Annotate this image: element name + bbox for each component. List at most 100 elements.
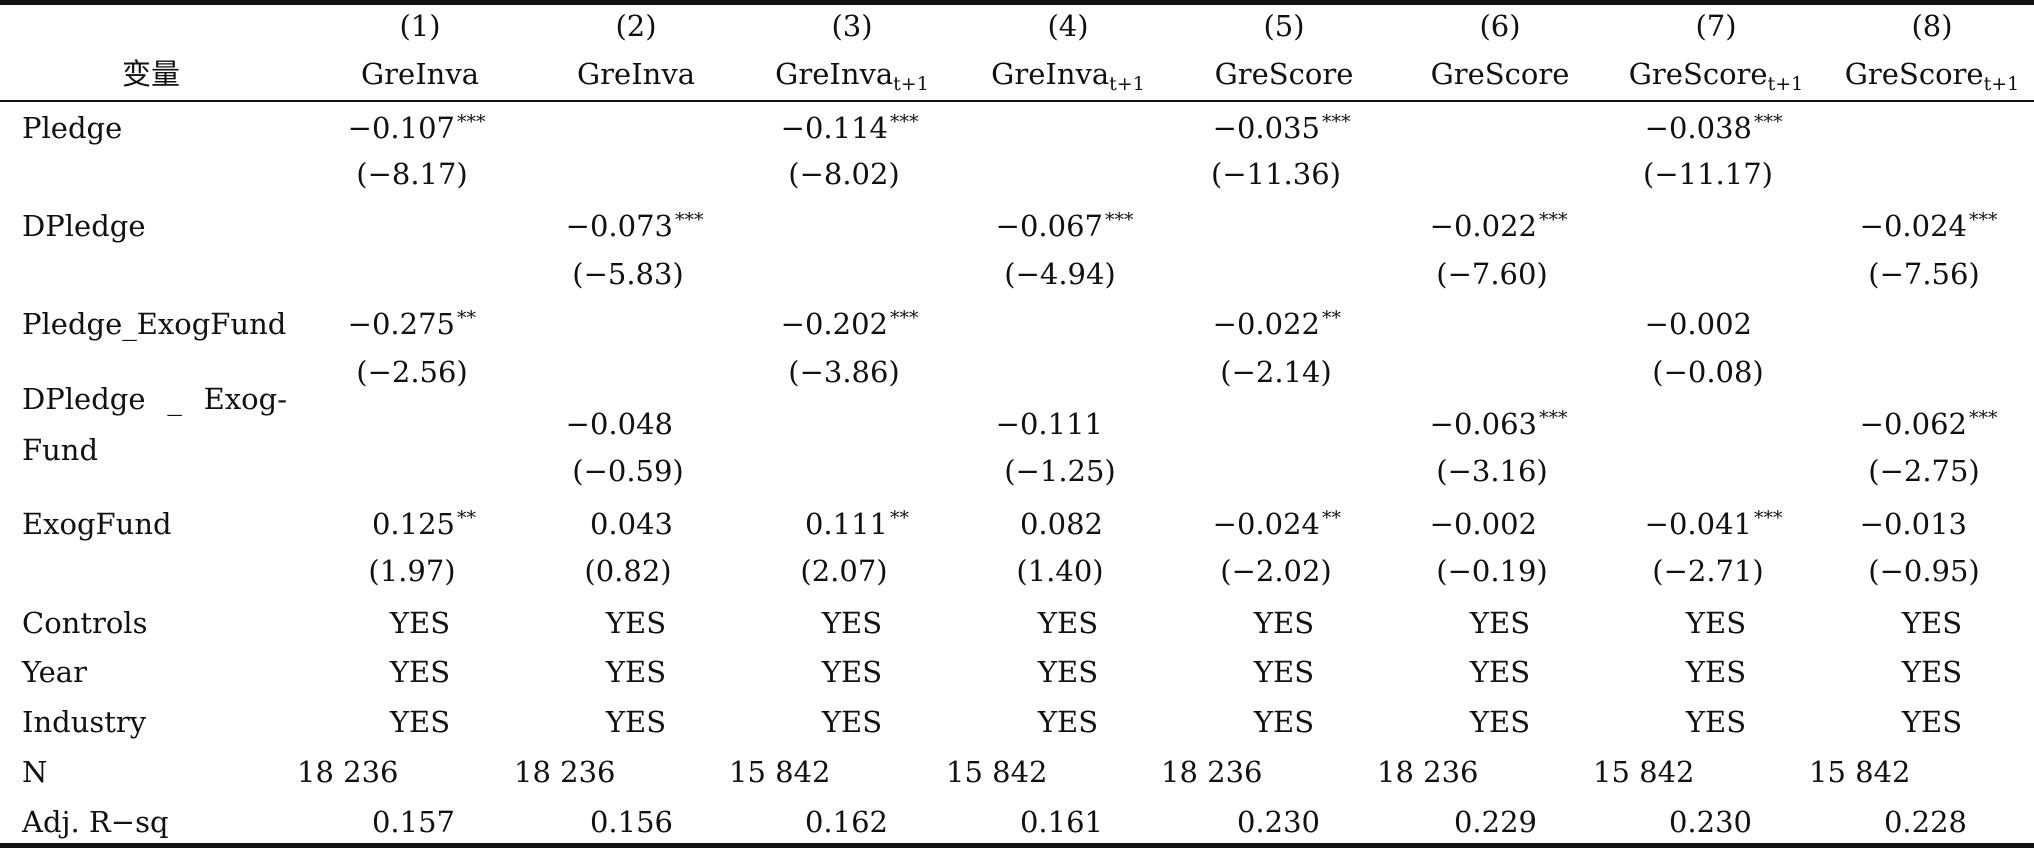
coefficient-cell: −0.111 — [996, 408, 1139, 440]
fixed-effect-indicator: YES — [389, 655, 451, 689]
dep-var-subscript: t+1 — [893, 73, 929, 95]
dependent-variable-header: GreInva — [315, 58, 525, 90]
row-label: Industry — [22, 705, 147, 739]
coefficient-value: −0.073 — [565, 209, 673, 243]
coefficient-cell: −0.202 *** — [780, 307, 919, 341]
column-number: (6) — [1479, 9, 1521, 43]
fixed-effect-indicator: YES — [1901, 606, 1963, 640]
dep-var-name: GreScore — [1628, 57, 1768, 91]
dep-var-name: GreInva — [991, 57, 1110, 91]
row-label: DPledge — [22, 209, 146, 243]
row-label: Adj. R−sq — [22, 805, 169, 839]
coefficient-value: −0.022 — [1429, 209, 1537, 243]
dep-var-name: GreInva — [361, 57, 479, 91]
t-statistic-cell: (−2.75) — [1868, 454, 1980, 488]
fixed-effect-indicator: YES — [1469, 705, 1531, 739]
coefficient-cell: −0.073 *** — [565, 209, 704, 243]
adj-r-squared-value: 0.161 — [1019, 805, 1103, 839]
column-number: (4) — [1047, 9, 1089, 43]
coefficient-cell: −0.114 *** — [780, 111, 919, 145]
dependent-variable-header: GreInvat+1 — [747, 57, 957, 94]
row-label: Pledge_ExogFund — [22, 307, 287, 341]
coefficient-cell: 0.125 ** — [371, 507, 476, 541]
dep-var-name: GreInva — [775, 57, 894, 91]
coefficient-cell: −0.002 — [1645, 308, 1788, 340]
dep-var-name: GreScore — [1430, 57, 1570, 91]
adj-r-squared-value: 0.156 — [589, 805, 673, 839]
coefficient-cell: −0.067 *** — [995, 209, 1134, 243]
dependent-variable-header: GreScore — [1179, 58, 1389, 90]
t-statistic-cell: (2.07) — [800, 554, 888, 588]
coefficient-cell: 0.043 — [590, 508, 709, 540]
row-label: ExogFund — [22, 507, 172, 541]
t-statistic-cell: (1.97) — [368, 554, 456, 588]
coefficient-value: 0.125 — [371, 507, 455, 541]
t-statistic-cell: (−0.95) — [1868, 554, 1980, 588]
t-statistic-cell: (−2.71) — [1652, 554, 1764, 588]
coefficient-value: −0.041 — [1644, 507, 1752, 541]
coefficient-cell: −0.013 — [1860, 508, 2003, 540]
coefficient-cell: −0.041 *** — [1644, 507, 1783, 541]
coefficient-cell: −0.022 *** — [1429, 209, 1568, 243]
column-number: (3) — [831, 9, 873, 43]
t-statistic-cell: (−8.17) — [356, 157, 468, 191]
coefficient-cell: −0.063 *** — [1429, 407, 1568, 441]
t-statistic-cell: (−3.86) — [788, 355, 900, 389]
fixed-effect-indicator: YES — [821, 705, 883, 739]
t-statistic-cell: (0.82) — [584, 554, 672, 588]
coefficient-cell: −0.048 — [566, 408, 709, 440]
fixed-effect-indicator: YES — [1253, 655, 1315, 689]
adj-r-squared-value: 0.228 — [1883, 805, 1967, 839]
column-number: (8) — [1911, 9, 1953, 43]
dependent-variable-header: GreScoret+1 — [1827, 58, 2034, 94]
t-statistic-cell: (−7.56) — [1868, 257, 1980, 291]
fixed-effect-indicator: YES — [605, 655, 667, 689]
coefficient-value: −0.111 — [995, 407, 1103, 441]
dep-var-name: GreScore — [1214, 57, 1354, 91]
fixed-effect-indicator: YES — [1685, 705, 1747, 739]
row-label: Year — [22, 655, 87, 689]
coefficient-cell: 0.082 — [1020, 508, 1139, 540]
coefficient-value: −0.024 — [1859, 209, 1967, 243]
coefficient-cell: −0.062 *** — [1859, 407, 1998, 441]
dependent-variable-header: GreScoret+1 — [1611, 57, 1821, 94]
fixed-effect-indicator: YES — [1037, 606, 1099, 640]
fixed-effect-indicator: YES — [1037, 705, 1099, 739]
adj-r-squared-value: 0.162 — [804, 805, 888, 839]
fixed-effect-indicator: YES — [1685, 655, 1747, 689]
dep-var-subscript: t+1 — [1109, 73, 1145, 95]
column-number: (5) — [1263, 9, 1305, 43]
dependent-variable-header: GreInva — [531, 58, 741, 90]
column-number: (1) — [399, 9, 441, 43]
fixed-effect-indicator: YES — [1037, 655, 1099, 689]
t-statistic-cell: (−3.16) — [1436, 454, 1548, 488]
t-statistic-cell: (−2.02) — [1220, 554, 1332, 588]
fixed-effect-indicator: YES — [605, 705, 667, 739]
adj-r-squared-value: 0.229 — [1453, 805, 1537, 839]
coefficient-value: −0.063 — [1429, 407, 1537, 441]
coefficient-value: −0.038 — [1644, 111, 1752, 145]
fixed-effect-indicator: YES — [389, 705, 451, 739]
column-number: (7) — [1695, 9, 1737, 43]
coefficient-cell: −0.275 ** — [347, 307, 476, 341]
dep-var-name: GreInva — [577, 57, 695, 91]
coefficient-value: −0.002 — [1429, 507, 1537, 541]
t-statistic-cell: (−1.25) — [1004, 454, 1116, 488]
fixed-effect-indicator: YES — [1469, 606, 1531, 640]
observation-count: 15 842 — [1593, 755, 1695, 789]
row-label: Pledge — [22, 111, 123, 145]
t-statistic-cell: (−0.08) — [1652, 355, 1764, 389]
bottom-rule — [0, 843, 2034, 848]
coefficient-value: −0.048 — [565, 407, 673, 441]
t-statistic-cell: (−4.94) — [1004, 257, 1116, 291]
coefficient-value: 0.082 — [1019, 507, 1103, 541]
fixed-effect-indicator: YES — [821, 606, 883, 640]
adj-r-squared-value: 0.230 — [1668, 805, 1752, 839]
coefficient-cell: −0.024 *** — [1859, 209, 1998, 243]
t-statistic-cell: (−0.59) — [572, 454, 684, 488]
fixed-effect-indicator: YES — [821, 655, 883, 689]
dependent-variable-header: GreInvat+1 — [963, 57, 1173, 94]
coefficient-value: −0.024 — [1212, 507, 1320, 541]
dep-var-subscript: t+1 — [1767, 73, 1804, 95]
